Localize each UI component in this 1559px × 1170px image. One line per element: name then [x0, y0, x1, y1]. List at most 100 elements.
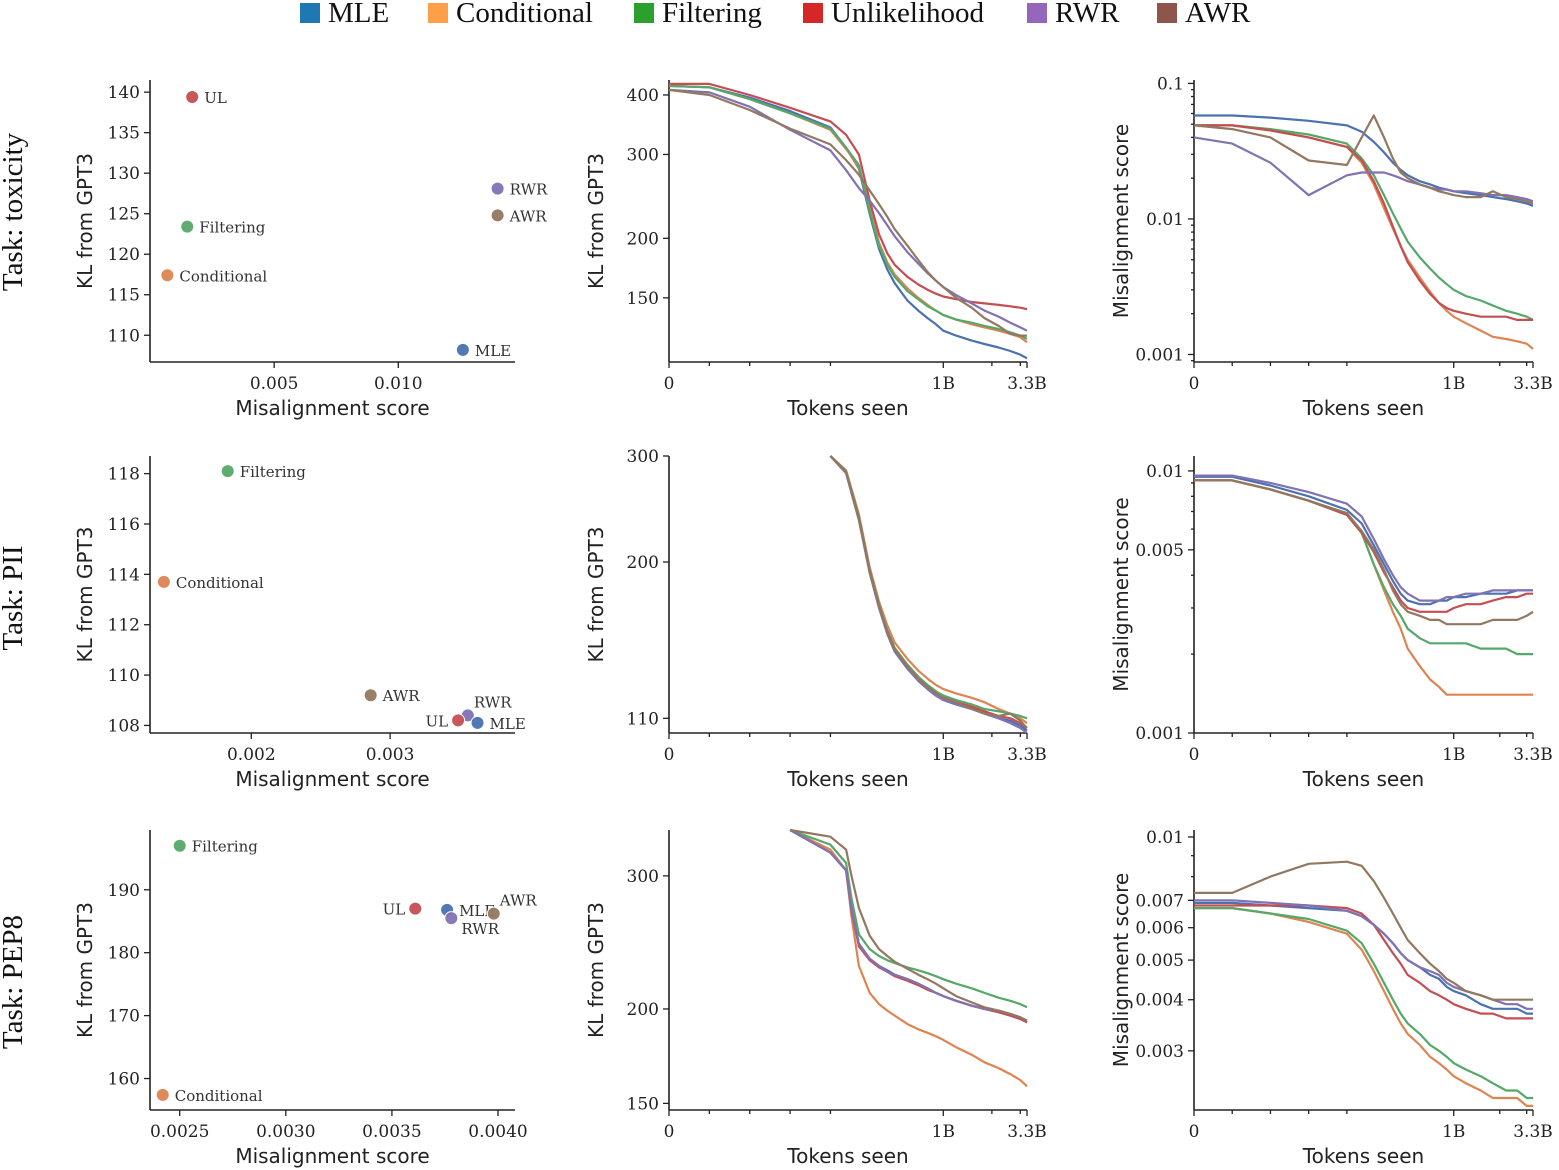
series-group [1194, 474, 1534, 696]
series-group [829, 455, 1028, 733]
chart-pii_scatter: 108 110 112 114 116 118 0.002 0.003Misalignment… [73, 456, 526, 791]
chart-pii_kl: 110 200 300 0 1B 3.3B Tokens seen KL from GPT3 [584, 447, 1047, 791]
x-tick-label: 0.002 [227, 745, 276, 765]
point-label: MLE [475, 342, 511, 360]
series-line-filtering [1194, 907, 1533, 1100]
y-tick-label: 0.003 [1135, 1042, 1184, 1062]
y-tick-label: 170 [108, 1007, 140, 1027]
y-tick-label: 150 [627, 289, 659, 309]
y-tick-label: 0.005 [1135, 541, 1184, 561]
point-conditional [155, 1087, 170, 1102]
legend-label: RWR [1055, 0, 1120, 29]
y-tick-label: 300 [627, 867, 659, 887]
point-ul [451, 713, 466, 728]
x-tick-label: 0.0040 [468, 1122, 527, 1142]
y-tick-label: 300 [627, 145, 659, 165]
y-axis-label: KL from GPT3 [73, 526, 97, 662]
point-mle [455, 342, 470, 357]
point-label: RWR [510, 181, 548, 199]
series-group [789, 828, 1028, 1088]
series-line-mle [1194, 114, 1534, 207]
y-tick-label: 200 [627, 553, 659, 573]
series-line-unlikelihood [1194, 904, 1533, 1020]
legend-swatch [428, 3, 448, 23]
x-tick-label: 0 [664, 745, 675, 765]
series-line-rwr [829, 455, 1028, 733]
series-line-awr [1194, 860, 1533, 1001]
point-awr [363, 688, 378, 703]
x-tick-label: 3.3B [1513, 745, 1553, 765]
y-tick-label: 115 [108, 286, 140, 306]
y-tick-label: 300 [627, 447, 659, 467]
point-conditional [156, 574, 171, 589]
point-filtering [220, 464, 235, 479]
y-tick-label: 190 [108, 881, 140, 901]
series-group [669, 82, 1028, 360]
series-group [1194, 114, 1534, 350]
point-mle [470, 715, 485, 730]
series-group [1194, 860, 1533, 1107]
point-label: MLE [459, 902, 495, 920]
y-tick-label: 116 [108, 515, 140, 535]
x-tick-label: 3.3B [1007, 745, 1047, 765]
chart-pep8_kl: 150 200 300 0 1B 3.3B Tokens seen KL from GPT3 [584, 828, 1047, 1168]
x-axis-label: Tokens seen [786, 767, 908, 791]
series-line-conditional [829, 455, 1028, 724]
x-axis-label: Tokens seen [1302, 767, 1424, 791]
x-tick-label: 3.3B [1513, 1122, 1553, 1142]
x-tick-label: 1B [1442, 1122, 1465, 1142]
series-line-unlikelihood [669, 82, 1028, 311]
legend-label: Conditional [456, 0, 593, 29]
row-label: Task: PII [0, 545, 29, 650]
point-label: Conditional [175, 1087, 263, 1105]
row-label: Task: PEP8 [0, 915, 29, 1049]
x-tick-label: 0.003 [366, 745, 415, 765]
x-tick-label: 0.0030 [256, 1122, 315, 1142]
point-label: Filtering [199, 219, 266, 237]
y-tick-label: 135 [108, 124, 140, 144]
y-tick-label: 120 [108, 245, 140, 265]
legend: MLE Conditional Filtering Unlikelihood RWR AW… [300, 0, 1251, 29]
x-tick-label: 1B [932, 745, 955, 765]
y-axis-label: Misalignment score [1109, 873, 1133, 1067]
y-tick-label: 150 [627, 1094, 659, 1114]
series-line-filtering [669, 84, 1028, 340]
x-tick-label: 0 [664, 374, 675, 394]
x-tick-label: 1B [932, 374, 955, 394]
x-tick-label: 0 [1189, 1122, 1200, 1142]
point-awr [486, 906, 501, 921]
series-line-rwr [669, 88, 1028, 332]
legend-item-rwr: RWR [1027, 0, 1120, 29]
point-label: RWR [461, 920, 499, 938]
x-axis-label: Tokens seen [786, 396, 908, 420]
point-label: Conditional [179, 267, 267, 285]
series-line-awr [789, 828, 1028, 1022]
legend-item-conditional: Conditional [428, 0, 593, 29]
point-label: UL [383, 901, 406, 919]
y-tick-label: 200 [627, 229, 659, 249]
y-tick-label: 0.006 [1135, 919, 1184, 939]
y-tick-label: 0.01 [1146, 210, 1184, 230]
y-axis-label: Misalignment score [1109, 124, 1133, 318]
series-line-mle [669, 84, 1028, 360]
point-label: Conditional [176, 574, 264, 592]
point-ul [408, 901, 423, 916]
y-axis-label: KL from GPT3 [584, 526, 608, 662]
y-tick-label: 0.01 [1146, 828, 1184, 848]
point-filtering [180, 219, 195, 234]
x-axis-label: Misalignment score [235, 767, 429, 791]
x-tick-label: 0.010 [374, 374, 423, 394]
legend-swatch [300, 3, 320, 23]
point-label: AWR [509, 207, 548, 225]
y-tick-label: 400 [627, 86, 659, 106]
chart-pii_mis: 0.001 0.005 0.01 0 1B 3.3B Tokens seen Misalign… [1109, 456, 1553, 791]
y-tick-label: 114 [108, 565, 140, 585]
chart-tox_mis: 0.001 0.01 0.1 0 1B 3.3B Tokens seen Misalignme… [1109, 74, 1553, 420]
series-line-unlikelihood [1194, 124, 1533, 321]
x-tick-label: 1B [932, 1122, 955, 1142]
x-axis-label: Tokens seen [786, 1144, 908, 1168]
series-line-unlikelihood [1194, 479, 1533, 613]
x-tick-label: 0 [1189, 374, 1200, 394]
y-tick-label: 140 [108, 83, 140, 103]
